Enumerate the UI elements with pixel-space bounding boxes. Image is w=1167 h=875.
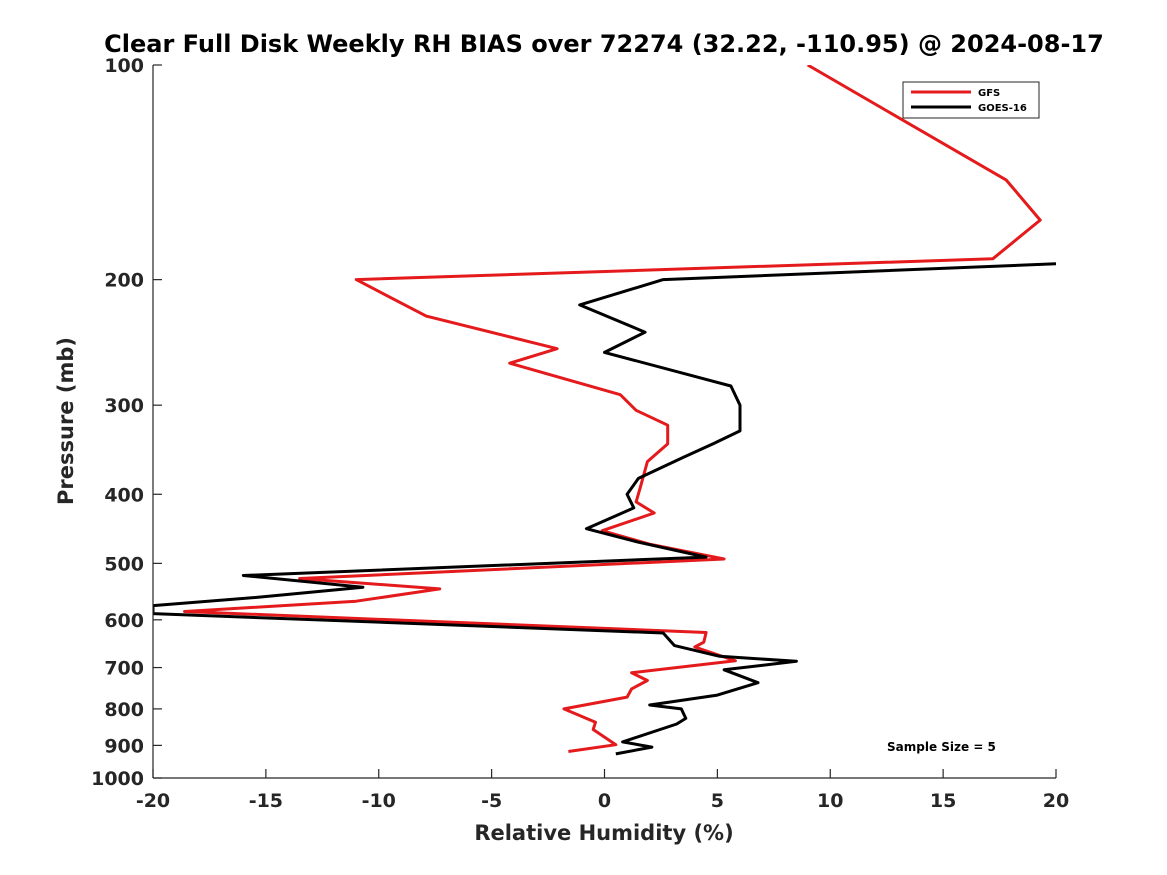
y-tick-label: 100: [104, 55, 144, 77]
legend: GFS GOES-16: [902, 81, 1040, 119]
x-tick-label: 15: [930, 790, 956, 812]
y-tick-label: 900: [104, 735, 144, 757]
x-tick-label: 5: [711, 790, 724, 812]
x-tick-label: -20: [136, 790, 170, 812]
axes-layer: -20 -15 -10 -5 0 5 10 15 20 100 200 300 400 500 600 700…: [91, 55, 1069, 812]
x-tick-label: 10: [817, 790, 843, 812]
series-line-goes-16: [153, 262, 1056, 756]
y-tick-label: 800: [104, 699, 144, 721]
x-axis-label: Relative Humidity (%): [474, 821, 733, 845]
legend-box: [902, 81, 1040, 119]
series-layer: [153, 65, 1056, 756]
plot-area: [153, 65, 1056, 778]
x-tick-label: 0: [598, 790, 611, 812]
y-tick-label: 500: [104, 553, 144, 575]
y-tick-label: 200: [104, 270, 144, 292]
y-tick-label: 700: [104, 658, 144, 680]
legend-label: GOES-16: [978, 103, 1027, 114]
x-tick-label: -5: [481, 790, 502, 812]
x-tick-label: -10: [362, 790, 396, 812]
y-tick-label: 400: [104, 484, 144, 506]
sample-size-annotation: Sample Size = 5: [887, 740, 996, 754]
x-tick-label: -15: [249, 790, 283, 812]
y-axis-label: Pressure (mb): [54, 337, 78, 505]
y-tick-label: 300: [104, 395, 144, 417]
y-tick-label: 1000: [91, 768, 144, 790]
x-tick-label: 20: [1043, 790, 1069, 812]
y-tick-label: 600: [104, 610, 144, 632]
legend-label: GFS: [978, 88, 1000, 99]
chart-title: Clear Full Disk Weekly RH BIAS over 7227…: [104, 30, 1104, 58]
